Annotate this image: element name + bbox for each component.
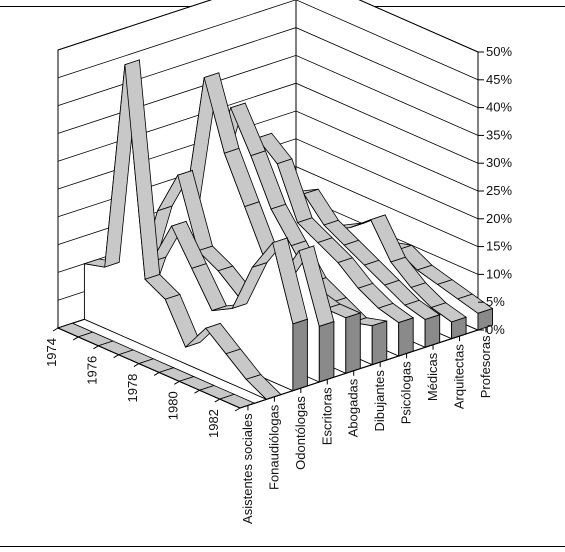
y-tick-label: 5% [486,294,505,309]
category-tick-label: Asistentes sociales [240,413,255,524]
year-tick-mark [194,389,200,394]
year-tick-mark [72,336,79,341]
ribbon-end-cap [477,307,493,331]
chart-axes: 0% 5% 10% 15% 20% 25% 30% 35% 40% 45% 50% 1974 1976 1… [44,44,512,524]
y-tick-label: 50% [486,44,512,59]
year-tick-label: 1976 [84,356,99,385]
y-tick-label: 40% [486,100,512,115]
gridline [57,0,479,81]
y-tick-label: 15% [486,239,512,254]
y-tick-label: 10% [486,266,512,281]
ribbon-end-cap [292,318,308,392]
category-tick-label: Dibujantes [372,370,387,432]
category-tick-label: Arquitectas [452,344,467,410]
ribbon-end-cap [424,314,441,348]
category-tick-label: Fonaudiólogas [266,404,281,490]
y-tick-label: 20% [486,211,512,226]
year-tick-mark [174,380,180,385]
ribbon-end-cap [371,320,388,366]
category-axis-line [239,329,479,409]
category-tick-label: Psicólogas [399,361,414,424]
year-tick-label: 1974 [44,338,59,367]
year-tick-label: 1980 [165,391,180,420]
category-tick-label: Escritoras [319,387,334,445]
year-tick-mark [133,363,140,367]
year-tick-label: 1978 [125,374,140,403]
y-tick-label: 0% [486,322,505,337]
y-tick-label: 30% [486,155,512,170]
year-tick-mark [214,398,221,403]
ribbon-end-cap [345,312,361,374]
year-axis-line [57,327,241,409]
year-tick-label: 1982 [206,409,221,438]
year-tick-mark [93,345,99,350]
category-tick-label: Médicas [425,352,440,401]
year-tick-mark [153,372,160,376]
ribbon-series [56,59,494,409]
category-tick-label: Profesoras [478,335,493,398]
year-tick-mark [52,327,59,332]
ribbon-end-cap [318,320,335,383]
year-tick-mark [234,407,241,412]
y-tick-label: 25% [486,183,512,198]
category-tick-label: Odontólogas [293,396,308,470]
year-tick-mark [113,354,119,359]
y-tick-label: 35% [486,127,512,142]
ribbon-end-cap [398,317,414,357]
category-tick-label: Abogadas [346,378,361,437]
gridline [57,0,479,53]
y-tick-label: 45% [486,72,512,87]
bottom-rule [0,546,565,547]
